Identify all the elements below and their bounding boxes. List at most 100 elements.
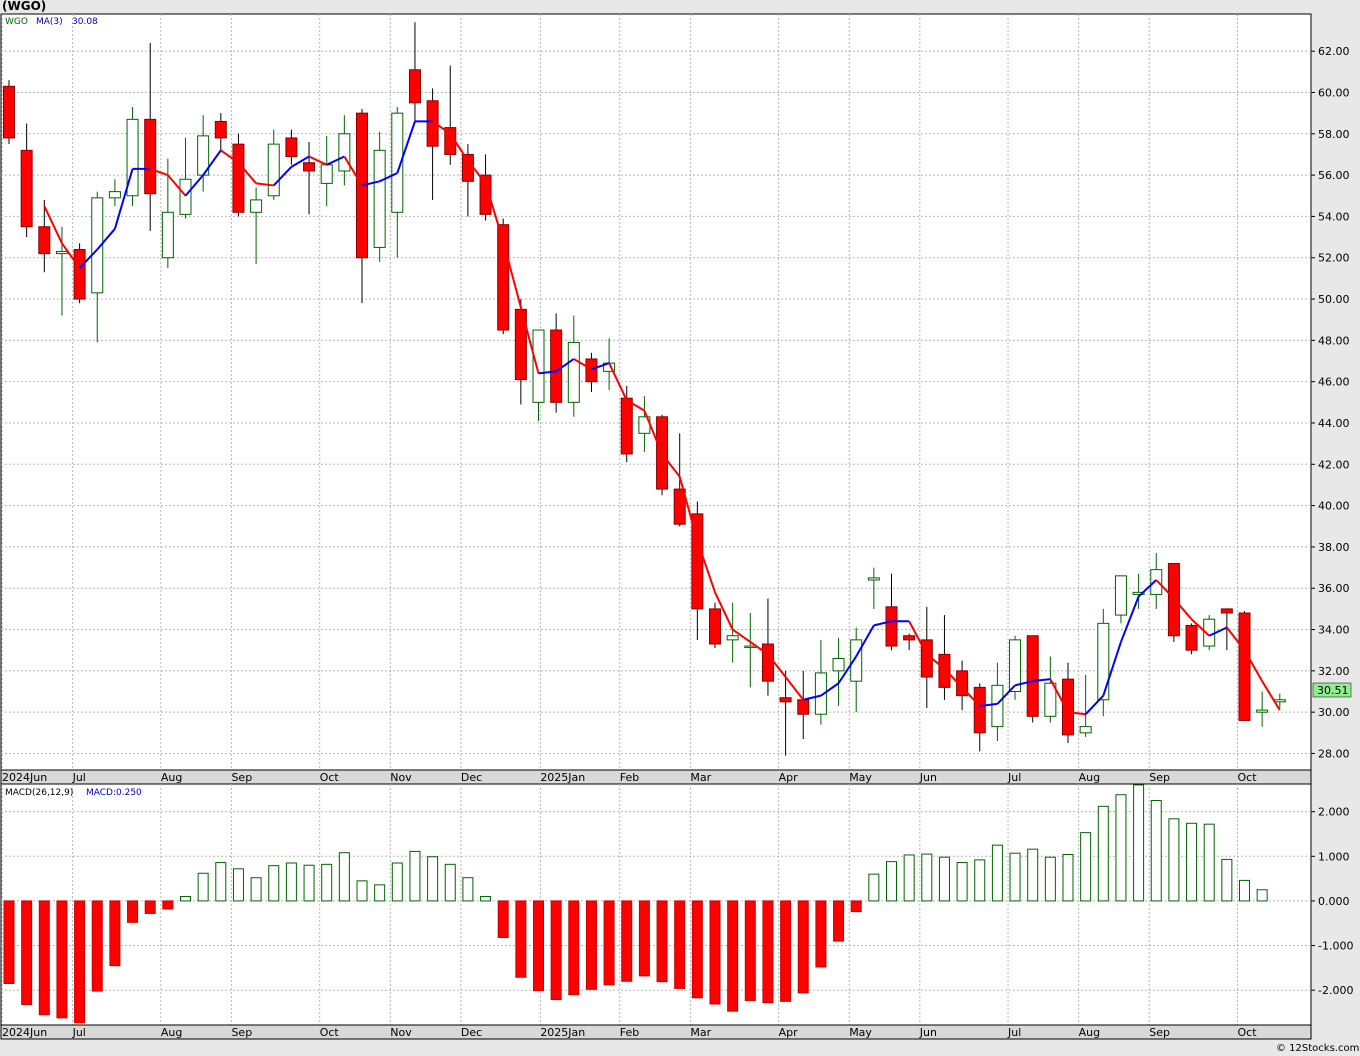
candle-body: [391, 112, 404, 213]
candle-body: [673, 488, 686, 525]
candle-body: [267, 143, 280, 197]
date-tick-label: Feb: [620, 1026, 639, 1039]
macd-bar: [144, 900, 156, 914]
price-grid: [1, 14, 1311, 770]
macd-bar: [585, 900, 597, 990]
candle: [956, 660, 969, 711]
macd-bar: [709, 900, 721, 1005]
ma-segment: [749, 641, 769, 656]
candle-body: [3, 85, 15, 139]
ma-segment: [361, 180, 380, 187]
ma-segment: [855, 624, 875, 657]
date-tick-label: Oct: [320, 1026, 340, 1039]
ma-segment: [167, 174, 187, 197]
ma-segment: [43, 205, 63, 244]
macd-bar: [656, 900, 668, 983]
date-tick-label: Jul: [72, 771, 86, 784]
candle-body: [1185, 624, 1198, 651]
candle-body: [73, 248, 86, 300]
price-axis: 28.00 30.00 32.00 34.00 36.00 38.00 40.00 42.00…: [1311, 45, 1350, 760]
macd-bar: [1062, 854, 1074, 902]
ma-segment: [732, 628, 751, 643]
ma-segment: [255, 182, 274, 187]
candle: [497, 218, 510, 335]
candle: [1026, 635, 1039, 723]
candle: [991, 662, 1004, 742]
candle: [267, 129, 280, 200]
price-tick-label: 48.00: [1318, 334, 1350, 347]
candle-body: [214, 120, 227, 139]
ma-segment: [467, 160, 487, 184]
ma-segment: [502, 240, 522, 308]
candle: [1256, 691, 1269, 727]
ma-segment: [1208, 626, 1228, 637]
ma-segment: [1014, 680, 1033, 687]
date-strip-bottom: [0, 1024, 1312, 1040]
candle: [373, 131, 386, 262]
macd-bar: [197, 872, 209, 902]
candle: [285, 129, 298, 165]
candle-body: [1009, 639, 1022, 693]
macd-bar: [1221, 858, 1233, 902]
candle: [832, 637, 845, 706]
date-tick-label: Feb: [620, 771, 639, 784]
macd-bar: [674, 900, 686, 989]
candle-body: [991, 684, 1004, 728]
candle: [1044, 656, 1057, 723]
candle-body: [1220, 608, 1233, 614]
candle: [1009, 635, 1022, 700]
ma-segment: [820, 682, 840, 697]
price-tick-label: 32.00: [1318, 665, 1350, 678]
candle: [250, 187, 263, 264]
ma-segment: [1190, 618, 1210, 637]
candle: [38, 199, 51, 273]
candle: [550, 313, 563, 413]
macd-bar: [903, 854, 915, 902]
candle: [1238, 610, 1251, 721]
candle: [973, 683, 986, 752]
date-tick-label: Aug: [161, 1026, 182, 1039]
price-tick-label: 34.00: [1318, 624, 1350, 637]
macd-tick-label: 2.000: [1318, 806, 1350, 819]
macd-bar: [391, 862, 403, 902]
ma-segment: [78, 248, 98, 269]
macd-bar: [232, 868, 244, 902]
candle: [938, 615, 951, 700]
macd-bar: [1186, 822, 1198, 902]
candle: [20, 123, 33, 238]
macd-bar: [409, 850, 421, 902]
candle: [1114, 575, 1127, 624]
ma-segment: [943, 668, 963, 689]
candle: [585, 352, 598, 392]
macd-bar: [444, 863, 456, 902]
macd-tick-label: 0.000: [1318, 895, 1350, 908]
candle-body: [1114, 575, 1127, 616]
candle: [144, 42, 157, 231]
ma-segment: [113, 168, 134, 230]
candle-body: [1256, 709, 1269, 713]
date-tick-label: Mar: [690, 771, 711, 784]
ma-segment: [519, 307, 540, 374]
candle: [73, 243, 86, 304]
date-tick-label: Apr: [779, 1026, 799, 1039]
macd-bar: [533, 900, 544, 992]
candle-body: [179, 178, 192, 215]
macd-bar: [3, 900, 15, 984]
price-tick-label: 28.00: [1318, 747, 1350, 760]
date-tick-label: Apr: [779, 771, 799, 784]
candle-body: [108, 191, 121, 199]
macd-bar: [974, 859, 986, 902]
candle-body: [709, 608, 721, 645]
candle-body: [250, 199, 263, 213]
macd-bar: [1239, 879, 1250, 902]
date-tick-label: Aug: [161, 771, 182, 784]
ma-segment: [555, 358, 575, 373]
candle-body: [144, 118, 157, 195]
macd-bar: [1115, 794, 1127, 902]
candle-body: [1026, 635, 1039, 717]
ma-segment: [184, 174, 204, 197]
ma-segment: [767, 653, 787, 678]
candle-body: [55, 251, 68, 255]
candle: [691, 501, 704, 640]
ma-segment: [379, 172, 398, 183]
